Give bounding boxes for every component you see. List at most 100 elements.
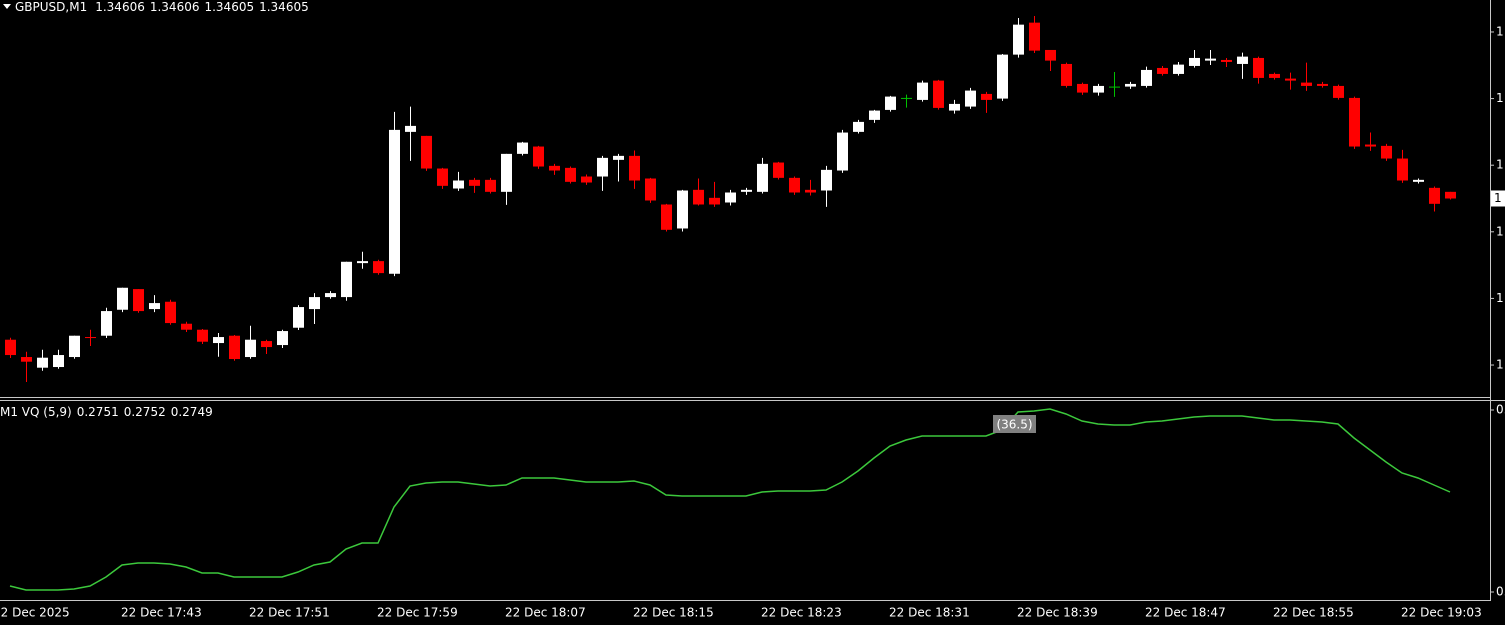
candle-body <box>1445 191 1456 199</box>
x-tick-label: 22 Dec 17:59 <box>377 606 458 620</box>
candle-body <box>645 178 656 201</box>
y-tick-label: 1 <box>1496 291 1504 305</box>
candle-body <box>517 142 528 154</box>
candle-body <box>1285 78 1296 81</box>
candle-body <box>1253 57 1264 78</box>
candle-body <box>453 180 464 189</box>
candle-body <box>1125 83 1136 87</box>
candle-body <box>1157 67 1168 74</box>
last-price-box <box>1491 190 1505 207</box>
candle-body <box>261 341 272 348</box>
ohlc-low: 1.34605 <box>204 0 254 14</box>
y-tick-label: 1 <box>1496 358 1504 372</box>
candle-body <box>1381 145 1392 159</box>
candle-body <box>661 204 672 230</box>
candle-body <box>53 355 64 368</box>
candle-body <box>917 82 928 100</box>
x-tick-label: 22 Dec 19:03 <box>1401 606 1482 620</box>
y-tick-label: 1 <box>1496 91 1504 105</box>
candle-body <box>1397 158 1408 181</box>
ohlc-close: 1.34605 <box>259 0 309 14</box>
candle-body <box>213 337 224 344</box>
y-tick-label: 1 <box>1496 224 1504 238</box>
candle-body <box>1221 59 1232 62</box>
candle-body <box>1077 83 1088 93</box>
candle-body <box>629 155 640 181</box>
ohlc-open: 1.34606 <box>95 0 145 14</box>
candle-body <box>149 303 160 310</box>
candle-body <box>421 135 432 169</box>
indicator-readout: 0.2749 <box>171 405 213 419</box>
candle-body <box>5 339 16 356</box>
candle-body <box>677 190 688 229</box>
candle-body <box>965 90 976 107</box>
candle-body <box>405 125 416 132</box>
candle-body <box>21 357 32 362</box>
candle-body <box>1013 24 1024 55</box>
candle-body <box>277 331 288 346</box>
candle-body <box>357 261 368 264</box>
candle-body <box>1429 187 1440 204</box>
candle-body <box>293 307 304 328</box>
candle-body <box>773 162 784 178</box>
x-tick-label: 22 Dec 18:07 <box>505 606 586 620</box>
candle-body <box>133 289 144 312</box>
candle-body <box>725 192 736 203</box>
candle-body <box>597 157 608 177</box>
x-tick-label: 22 Dec 17:43 <box>121 606 202 620</box>
candle-body <box>789 177 800 193</box>
candle-body <box>1061 63 1072 86</box>
candle-body <box>533 146 544 167</box>
candle-body <box>1109 86 1120 88</box>
collapse-icon <box>3 4 11 9</box>
candle-body <box>1093 85 1104 93</box>
chart-title: GBPUSD,M1 <box>15 0 87 14</box>
candle-body <box>1237 56 1248 64</box>
candle-body <box>1045 49 1056 61</box>
y-tick-label: 1 <box>1496 24 1504 38</box>
candle-body <box>1269 73 1280 78</box>
candle-body <box>341 261 352 298</box>
candle-body <box>933 80 944 108</box>
ohlc-high: 1.34606 <box>150 0 200 14</box>
candle-body <box>741 189 752 192</box>
candle-body <box>821 169 832 191</box>
candle-body <box>485 179 496 192</box>
y-tick-label: 0. <box>1496 403 1505 417</box>
indicator-title: M1 VQ (5,9) <box>0 405 72 419</box>
x-tick-label: 22 Dec 2025 <box>0 606 70 620</box>
x-tick-label: 22 Dec 18:39 <box>1017 606 1098 620</box>
candle-body <box>1333 85 1344 98</box>
indicator-readout: 0.2752 <box>124 405 166 419</box>
candle-body <box>1141 69 1152 86</box>
candle-body <box>949 103 960 111</box>
y-tick-label: 0. <box>1496 585 1505 599</box>
main-header: GBPUSD,M1 1.34606 1.34606 1.34605 1.34605 <box>15 0 309 14</box>
candle-body <box>1189 57 1200 66</box>
x-tick-label: 22 Dec 18:15 <box>633 606 714 620</box>
indicator-line <box>9 408 1451 591</box>
candle-body <box>1413 179 1424 182</box>
candle-body <box>581 176 592 183</box>
x-tick-label: 22 Dec 18:23 <box>761 606 842 620</box>
candle-body <box>901 97 912 99</box>
candle-body <box>1317 83 1328 86</box>
candle-body <box>805 189 816 193</box>
candle-body <box>373 261 384 274</box>
candle-body <box>197 329 208 342</box>
x-tick-label: 22 Dec 18:55 <box>1273 606 1354 620</box>
candle-body <box>981 93 992 100</box>
indicator-header: M1 VQ (5,9) 0.2751 0.2752 0.2749 <box>0 405 213 419</box>
candle-body <box>1349 97 1360 147</box>
candle-body <box>101 311 112 336</box>
candle-body <box>1173 64 1184 74</box>
candle-body <box>997 54 1008 99</box>
candle-body <box>869 110 880 120</box>
candle-body <box>165 301 176 324</box>
candle-body <box>565 167 576 182</box>
x-tick-label: 22 Dec 18:31 <box>889 606 970 620</box>
candle-body <box>69 335 80 358</box>
candle-body <box>757 163 768 192</box>
candle-body <box>181 323 192 330</box>
